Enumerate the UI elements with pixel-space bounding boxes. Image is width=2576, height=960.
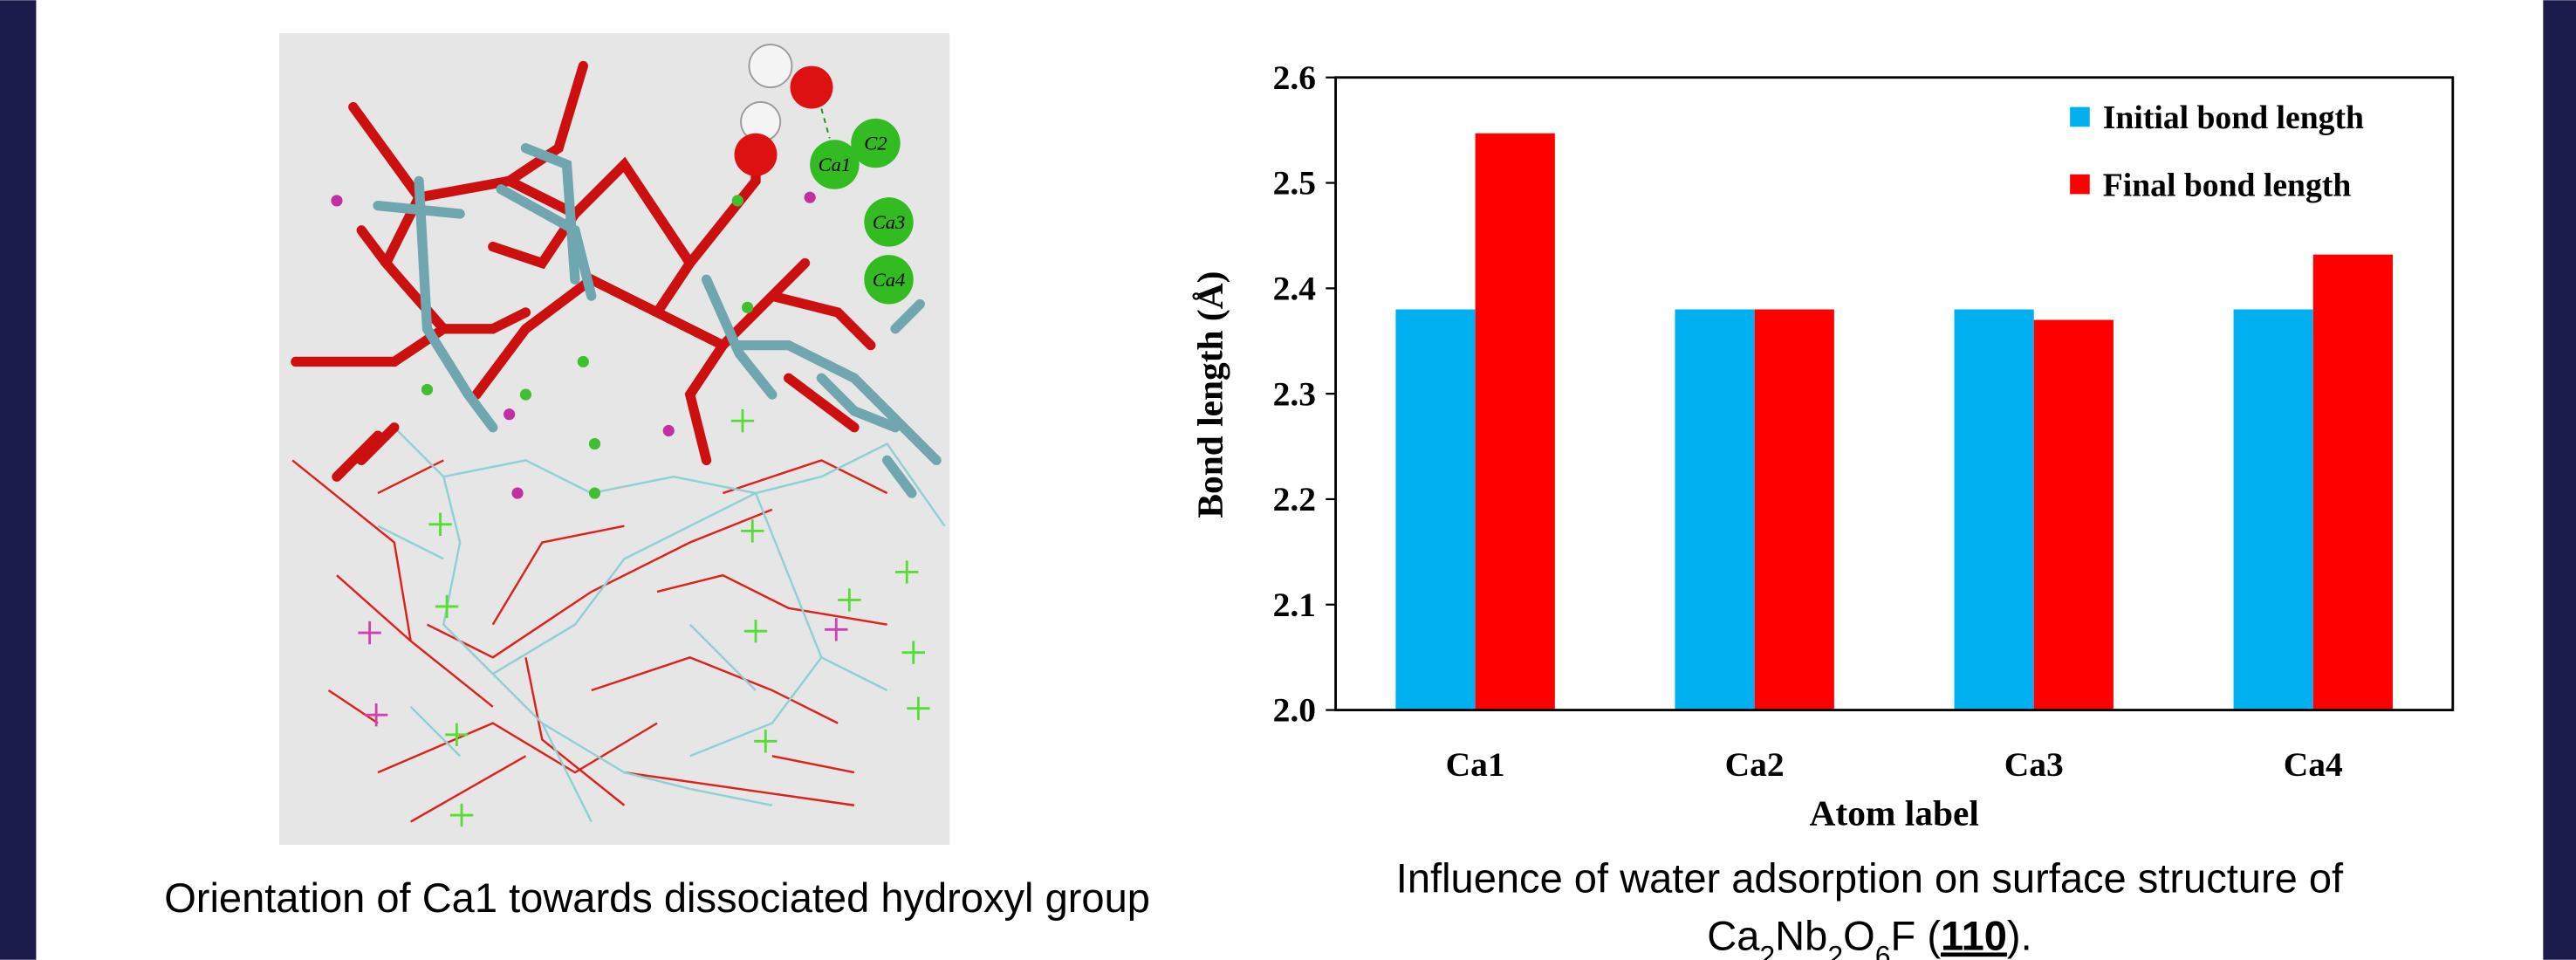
formula-part: Nb: [1775, 912, 1827, 958]
structure-label: Ca4: [873, 269, 906, 291]
bar: [2313, 255, 2393, 710]
bar: [1395, 310, 1475, 710]
formula-part: 2: [1759, 940, 1775, 960]
legend-label: Initial bond length: [2103, 99, 2364, 136]
structure-label: Ca3: [873, 211, 906, 233]
bar: [2034, 320, 2114, 710]
bar: [1675, 310, 1754, 710]
formula-part: ).: [2007, 912, 2032, 958]
chart: 2.0 2.1 2.2 2.3 2.4 2.5 2.6 Ca1 Ca2 Ca3 Ca4 Initial…: [1273, 58, 2453, 784]
x-tick-label: Ca2: [1725, 745, 1785, 784]
y-tick-label: 2.3: [1273, 374, 1316, 413]
x-tick-label: Ca3: [2004, 745, 2064, 784]
formula-part: Ca: [1707, 912, 1760, 958]
formula-part: 2: [1827, 940, 1843, 960]
bar: [2234, 310, 2313, 710]
x-axis-label: Atom label: [1810, 792, 1979, 833]
y-axis-label: Bond length (Å): [1190, 271, 1231, 518]
y-tick-label: 2.2: [1273, 480, 1316, 518]
left-caption: Orientation of Ca1 towards dissociated h…: [164, 874, 1150, 921]
left-border: [0, 0, 36, 959]
x-tick-label: Ca4: [2284, 745, 2343, 784]
y-tick-label: 2.4: [1273, 270, 1317, 308]
bar: [1755, 310, 1834, 710]
page: Ca1 C2 Ca3 Ca4 Orientation of Ca1 toward…: [0, 0, 2576, 960]
x-tick-label: Ca1: [1446, 745, 1505, 784]
formula-part: O: [1843, 912, 1875, 958]
bar: [1476, 134, 1555, 710]
bar: [1955, 310, 2034, 710]
formula-part: F (: [1891, 912, 1942, 958]
legend-swatch: [2070, 175, 2090, 195]
y-tick-label: 2.0: [1273, 691, 1316, 730]
structure-label: C2: [864, 133, 887, 154]
y-tick-label: 2.6: [1273, 58, 1316, 97]
structure-image: Ca1 C2 Ca3 Ca4: [279, 33, 949, 845]
right-border: [2543, 0, 2576, 959]
y-tick-label: 2.1: [1273, 586, 1316, 624]
y-tick-label: 2.5: [1273, 164, 1316, 202]
legend-swatch: [2070, 107, 2090, 127]
legend-label: Final bond length: [2103, 167, 2352, 203]
formula-part: 6: [1875, 940, 1891, 960]
formula: Ca2Nb2O6F (110).: [1707, 912, 2031, 960]
structure-label: Ca1: [819, 154, 852, 175]
formula-part: 110: [1941, 912, 2007, 958]
right-caption-line: Influence of water adsorption on surface…: [1396, 855, 2344, 902]
slide: Ca1 C2 Ca3 Ca4 Orientation of Ca1 toward…: [0, 0, 2576, 960]
